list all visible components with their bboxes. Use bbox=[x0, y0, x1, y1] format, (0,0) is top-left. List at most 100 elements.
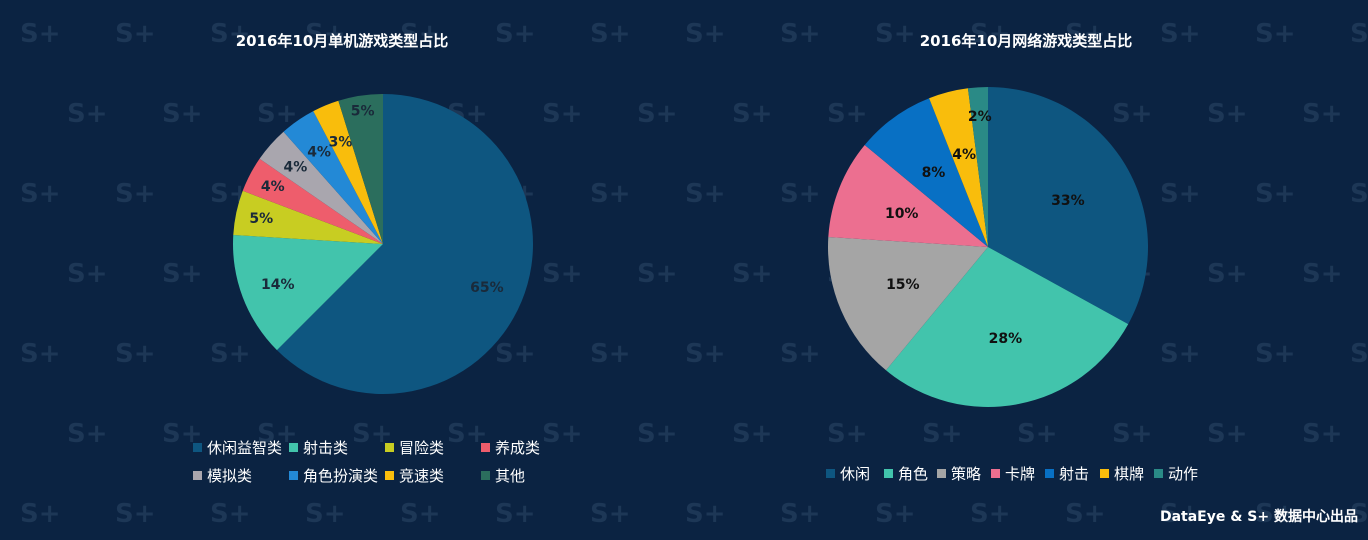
watermark-logo: S+ bbox=[495, 19, 536, 49]
slice-data-label: 10% bbox=[885, 206, 919, 222]
watermark-logo: S+ bbox=[590, 19, 631, 49]
watermark-logo: S+ bbox=[67, 259, 108, 289]
legend-item: 卡牌 bbox=[991, 464, 1035, 484]
watermark-logo: S+ bbox=[590, 499, 631, 529]
pie-slice bbox=[233, 190, 383, 244]
slice-data-label: 2% bbox=[968, 109, 992, 125]
legend-label: 角色扮演类 bbox=[303, 467, 379, 485]
legend-item: 角色 bbox=[884, 464, 928, 484]
pie-slice bbox=[276, 94, 533, 395]
slice-data-label: 3% bbox=[329, 134, 353, 150]
watermark-logo: S+ bbox=[1017, 419, 1058, 449]
watermark-logo: S+ bbox=[400, 499, 441, 529]
watermark-logo: S+ bbox=[1160, 499, 1201, 529]
slice-data-label: 4% bbox=[261, 179, 285, 195]
pie-slice bbox=[313, 100, 383, 244]
watermark-logo: S+ bbox=[637, 99, 678, 129]
pie-slice bbox=[338, 94, 383, 244]
watermark-logo: S+ bbox=[1065, 499, 1106, 529]
legend-label: 冒险类 bbox=[399, 439, 445, 457]
watermark-logo: S+ bbox=[115, 179, 156, 209]
watermark-logo: S+ bbox=[67, 419, 108, 449]
watermark-logo: S+ bbox=[780, 339, 821, 369]
slice-data-label: 4% bbox=[284, 159, 308, 175]
legend-swatch bbox=[193, 471, 202, 480]
watermark-logo: S+ bbox=[1255, 339, 1296, 369]
watermark-logo: S+ bbox=[1302, 99, 1343, 129]
watermark-logo: S+ bbox=[1302, 419, 1343, 449]
legend-label: 卡牌 bbox=[1005, 465, 1036, 483]
legend-label: 其他 bbox=[495, 467, 526, 485]
pie-slice bbox=[864, 98, 988, 247]
watermark-logo: S+ bbox=[162, 259, 203, 289]
watermark-logo: S+ bbox=[1112, 419, 1153, 449]
online-game-pie-chart: 2016年10月网络游戏类型占比 33% 28% 15% 10% 8% 4% 2% 休闲 角色… bbox=[684, 0, 1368, 500]
watermark-logo: S+ bbox=[732, 99, 773, 129]
legend-label: 棋牌 bbox=[1114, 465, 1145, 483]
watermark-logo: S+ bbox=[1160, 339, 1201, 369]
watermark-logo: S+ bbox=[20, 19, 61, 49]
pie-plot: 33% 28% 15% 10% 8% 4% 2% bbox=[828, 87, 1148, 408]
legend-item: 动作 bbox=[1154, 464, 1198, 484]
watermark-logo: S+ bbox=[685, 499, 726, 529]
legend-swatch bbox=[481, 471, 490, 480]
slice-data-label: 4% bbox=[952, 147, 976, 163]
slice-data-label: 65% bbox=[470, 280, 504, 296]
watermark-logo: S+ bbox=[210, 499, 251, 529]
legend-swatch bbox=[884, 469, 893, 478]
slice-data-label: 5% bbox=[249, 211, 273, 227]
pie-slice bbox=[242, 158, 383, 244]
legend-item: 休闲益智类 bbox=[193, 438, 282, 458]
watermark-logo: S+ bbox=[780, 499, 821, 529]
legend-item: 冒险类 bbox=[385, 438, 444, 458]
legend-swatch bbox=[991, 469, 1000, 478]
watermark-logo: S+ bbox=[590, 339, 631, 369]
legend-label: 动作 bbox=[1168, 465, 1199, 483]
watermark-logo: S+ bbox=[875, 499, 916, 529]
legend-swatch bbox=[193, 443, 202, 452]
watermark-logo: S+ bbox=[67, 99, 108, 129]
legend-label: 射击类 bbox=[303, 439, 349, 457]
watermark-logo: S+ bbox=[1160, 179, 1201, 209]
watermark-logo: S+ bbox=[1350, 179, 1368, 209]
legend-item: 策略 bbox=[937, 464, 981, 484]
watermark-logo: S+ bbox=[1255, 19, 1296, 49]
legend-swatch bbox=[937, 469, 946, 478]
legend-swatch bbox=[289, 471, 298, 480]
legend-item: 模拟类 bbox=[193, 466, 252, 486]
watermark-logo: S+ bbox=[970, 499, 1011, 529]
watermark-logo: S+ bbox=[20, 179, 61, 209]
pie-slice bbox=[259, 131, 383, 244]
watermark-logo: S+ bbox=[1065, 19, 1106, 49]
pie-slice bbox=[967, 87, 988, 247]
legend-swatch bbox=[1154, 469, 1163, 478]
standalone-game-pie-chart: 2016年10月单机游戏类型占比 65% 14% 5% 4% 4% 4% 3% 5% 休闲益智… bbox=[0, 0, 684, 500]
watermark-logo: S+ bbox=[875, 19, 916, 49]
source-footer: DataEye & S+ 数据中心出品 bbox=[1159, 509, 1358, 525]
legend-item: 射击类 bbox=[289, 438, 348, 458]
watermark-logo: S+ bbox=[257, 99, 298, 129]
legend-label: 休闲益智类 bbox=[207, 439, 283, 457]
watermark-logo: S+ bbox=[1112, 99, 1153, 129]
watermark-logo: S+ bbox=[732, 419, 773, 449]
watermark-logo: S+ bbox=[637, 259, 678, 289]
watermark-logo: S+ bbox=[210, 339, 251, 369]
pie-slice bbox=[929, 88, 988, 247]
slice-data-label: 14% bbox=[261, 277, 295, 293]
pie-slice bbox=[828, 145, 988, 247]
watermark-logo: S+ bbox=[685, 179, 726, 209]
legend-label: 养成类 bbox=[495, 439, 541, 457]
pie-slice bbox=[988, 87, 1148, 325]
watermark-logo: S+ bbox=[1255, 179, 1296, 209]
pie-slice bbox=[233, 234, 383, 351]
legend-item: 角色扮演类 bbox=[289, 466, 378, 486]
legend-label: 模拟类 bbox=[207, 467, 253, 485]
pie-slice bbox=[886, 247, 1129, 408]
legend-item: 其他 bbox=[481, 466, 525, 486]
watermark-logo: S+ bbox=[542, 419, 583, 449]
slice-data-label: 8% bbox=[922, 165, 946, 181]
pie-plot: 65%14%5%4%4%4%3%5% bbox=[233, 94, 533, 395]
watermark-logo: S+ bbox=[1350, 499, 1368, 529]
pie-slice bbox=[283, 111, 383, 244]
watermark-logo: S+ bbox=[210, 19, 251, 49]
